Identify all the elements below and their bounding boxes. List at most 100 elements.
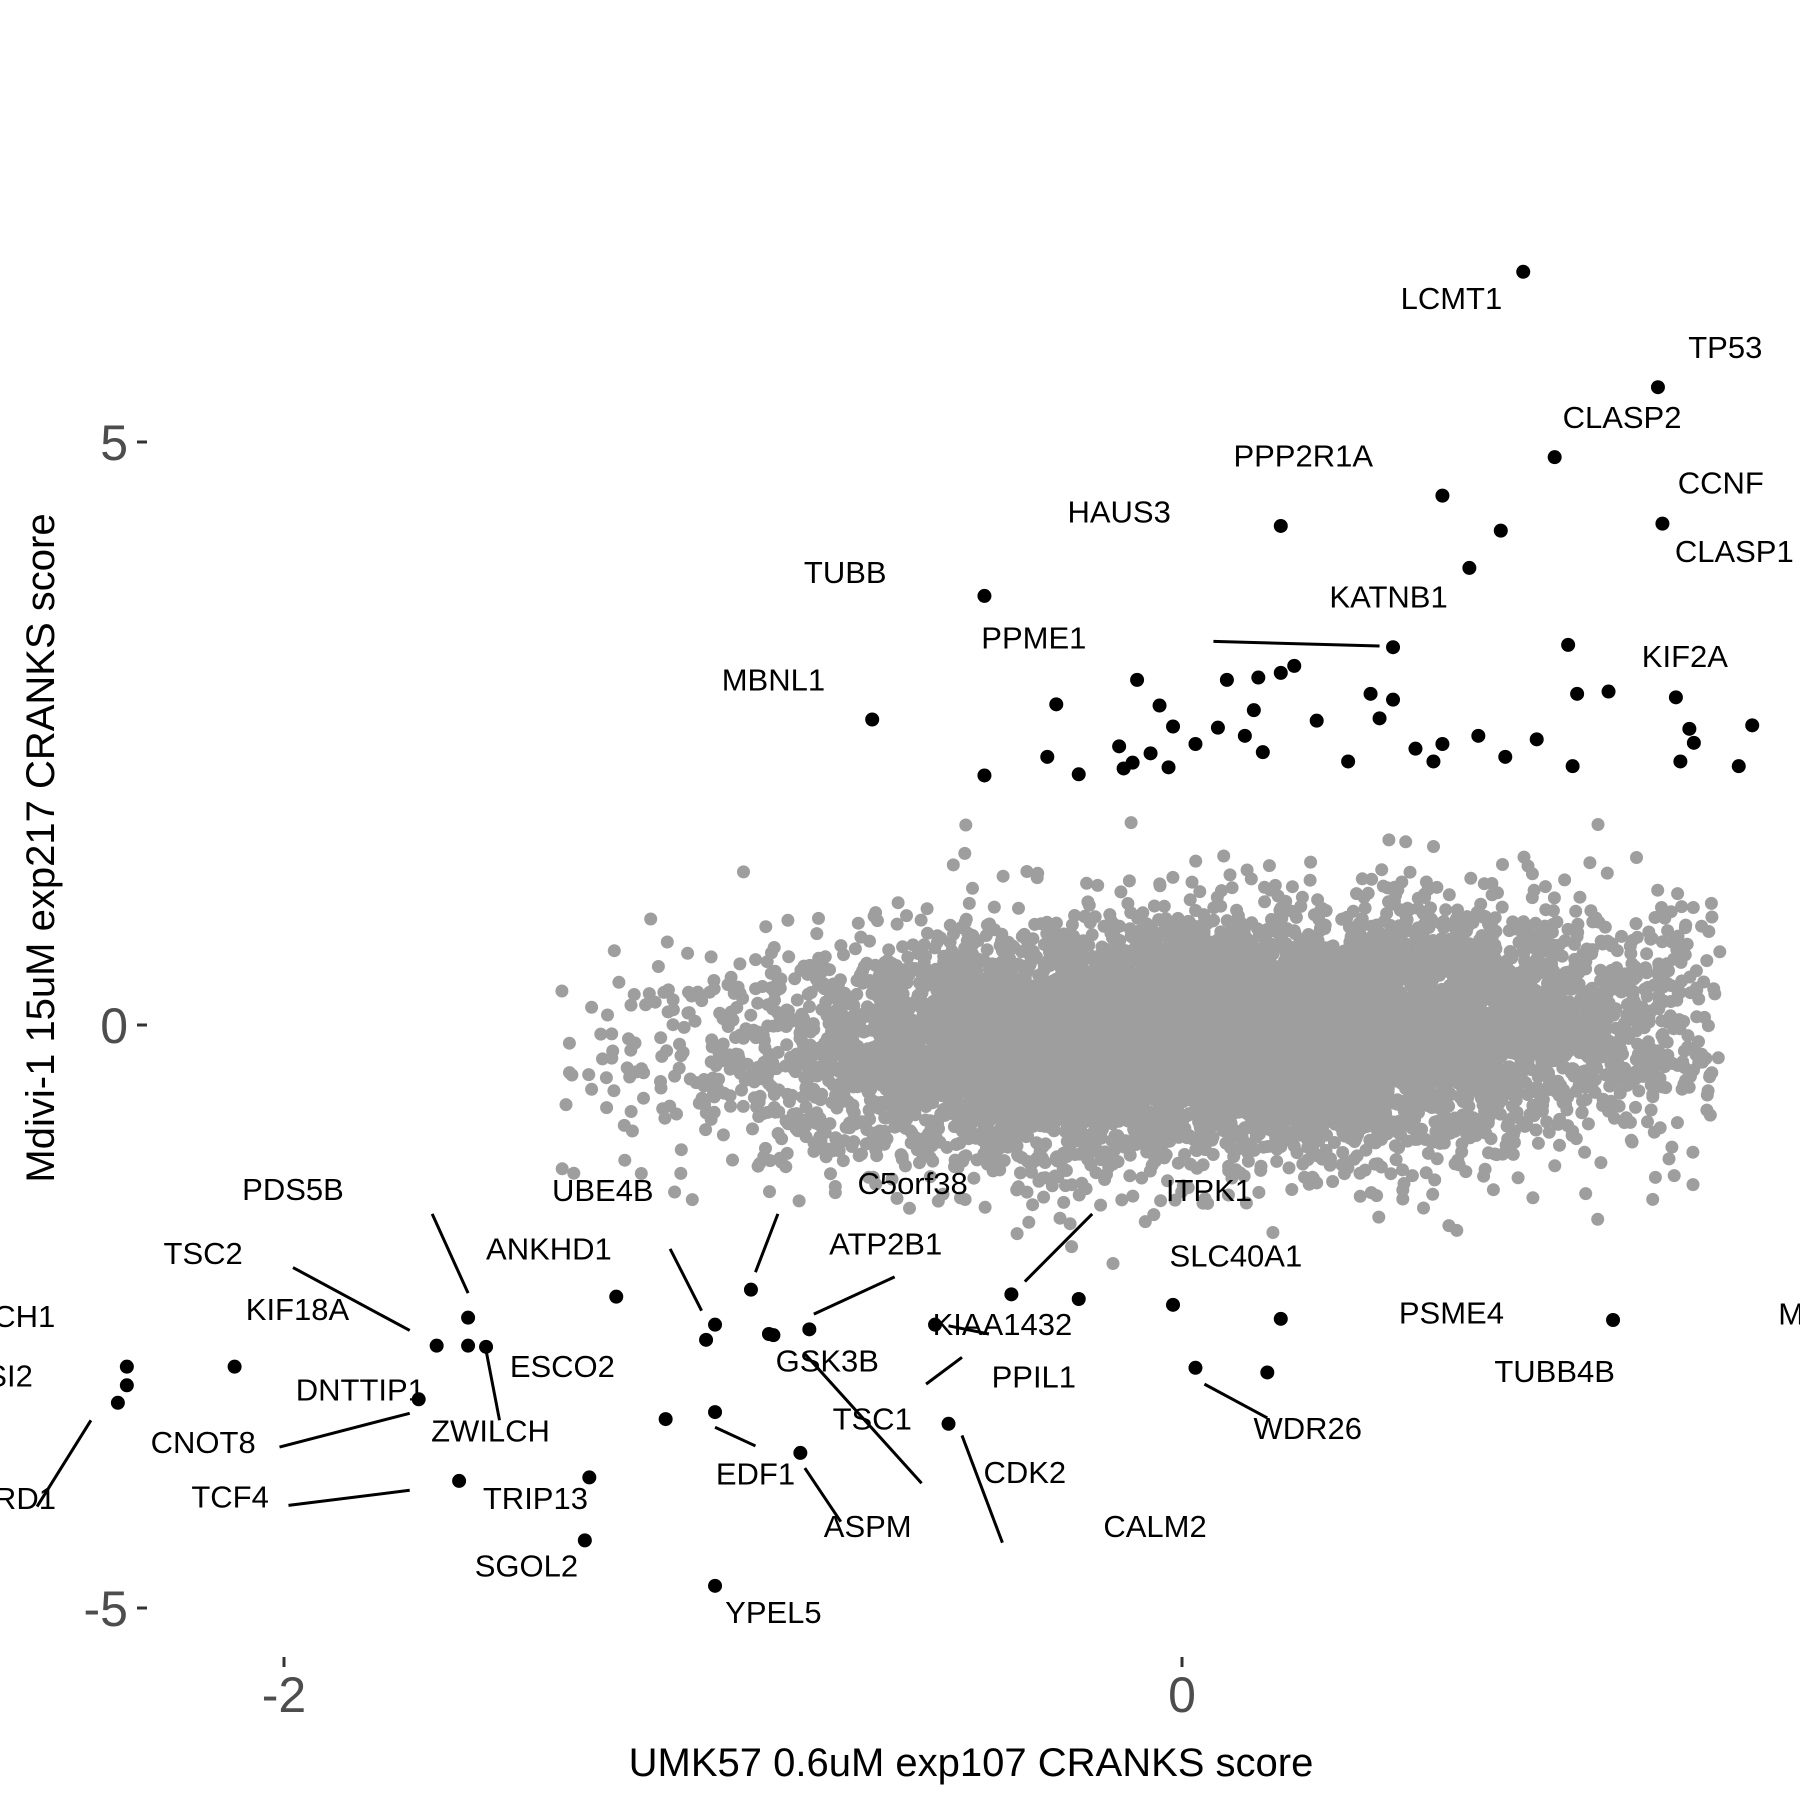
background-point <box>562 1036 576 1050</box>
background-point <box>1542 1125 1556 1139</box>
background-point <box>1641 1115 1654 1129</box>
background-point <box>1555 949 1569 963</box>
background-point <box>599 1071 613 1085</box>
background-point <box>699 1123 713 1137</box>
background-point <box>1371 1157 1385 1171</box>
background-point <box>833 973 847 987</box>
background-point <box>1411 921 1425 935</box>
background-point <box>1014 1166 1027 1180</box>
background-point <box>600 1101 614 1115</box>
background-point <box>1230 903 1244 917</box>
background-point <box>1686 901 1700 914</box>
background-point <box>1552 938 1566 952</box>
background-point <box>1579 1187 1593 1201</box>
background-point <box>1350 887 1363 901</box>
background-point <box>1419 1166 1433 1180</box>
background-point <box>1026 1198 1040 1212</box>
background-point <box>980 943 994 957</box>
background-point <box>1396 1163 1409 1177</box>
background-point <box>751 996 765 1010</box>
background-point <box>1361 886 1375 900</box>
background-point <box>1196 1158 1210 1172</box>
background-point <box>885 1172 899 1186</box>
background-point <box>1548 1159 1562 1173</box>
background-point <box>666 993 680 1007</box>
background-point <box>1591 1212 1605 1226</box>
background-point <box>832 1144 846 1158</box>
background-point <box>1088 910 1102 924</box>
background-point <box>753 1089 767 1103</box>
background-point <box>1648 911 1662 924</box>
background-point <box>1157 899 1171 913</box>
background-point <box>1353 1189 1367 1203</box>
background-point <box>1245 916 1259 930</box>
background-point <box>1375 863 1389 877</box>
background-point <box>654 1031 668 1045</box>
background-point <box>1632 1084 1646 1098</box>
background-point <box>765 946 778 960</box>
background-point <box>668 1185 682 1199</box>
background-point <box>1382 833 1396 847</box>
background-point <box>1239 1196 1253 1210</box>
background-point <box>1667 1169 1681 1183</box>
background-point <box>634 1167 648 1180</box>
background-point <box>923 1170 937 1184</box>
background-point <box>1651 883 1665 897</box>
background-point <box>936 1187 950 1201</box>
background-point <box>736 1099 750 1113</box>
background-point <box>828 1180 842 1193</box>
background-point <box>1184 1157 1197 1171</box>
background-point <box>1358 901 1372 915</box>
background-point <box>1600 866 1614 880</box>
background-point <box>623 1070 637 1084</box>
background-point <box>625 1124 639 1138</box>
background-point <box>735 1083 748 1097</box>
background-point <box>1540 1115 1554 1129</box>
background-point <box>1221 1188 1235 1202</box>
background-point <box>559 1098 573 1112</box>
background-point <box>660 935 674 949</box>
background-point <box>1268 878 1282 892</box>
background-point <box>1207 901 1221 915</box>
background-point <box>757 1150 771 1164</box>
background-point <box>1302 928 1315 941</box>
background-point <box>1106 1257 1120 1270</box>
background-point <box>716 1128 730 1142</box>
background-point <box>733 957 747 971</box>
background-point <box>658 1111 672 1125</box>
background-point <box>1285 880 1299 894</box>
background-point <box>1531 1136 1545 1150</box>
background-point <box>1032 1174 1046 1188</box>
background-point <box>624 998 638 1012</box>
background-point <box>890 917 904 931</box>
background-point <box>763 1185 776 1199</box>
background-point <box>654 1081 668 1095</box>
background-point <box>1193 885 1207 899</box>
background-point <box>1372 1210 1386 1224</box>
background-point <box>1166 870 1180 884</box>
background-point <box>1037 1190 1051 1204</box>
background-point <box>780 1038 794 1052</box>
background-point <box>1711 1051 1725 1065</box>
background-point <box>1252 1185 1266 1199</box>
background-point <box>1266 1226 1280 1239</box>
background-point <box>1648 1170 1662 1184</box>
background-point <box>1430 880 1444 894</box>
background-point <box>848 942 862 956</box>
background-point <box>1630 851 1643 864</box>
background-point <box>1189 854 1203 868</box>
background-point <box>1624 1133 1638 1147</box>
background-point <box>896 940 910 954</box>
background-point <box>1258 895 1272 909</box>
background-point <box>1319 1143 1333 1157</box>
background-point <box>1396 1183 1410 1197</box>
background-point <box>954 1191 967 1205</box>
background-point <box>1579 1093 1593 1107</box>
background-point <box>1419 875 1433 889</box>
background-point <box>882 943 896 957</box>
background-point <box>1282 1161 1296 1175</box>
background-point <box>1686 1178 1700 1192</box>
background-point <box>799 1100 813 1114</box>
background-point <box>749 953 763 967</box>
background-point <box>733 1028 747 1042</box>
